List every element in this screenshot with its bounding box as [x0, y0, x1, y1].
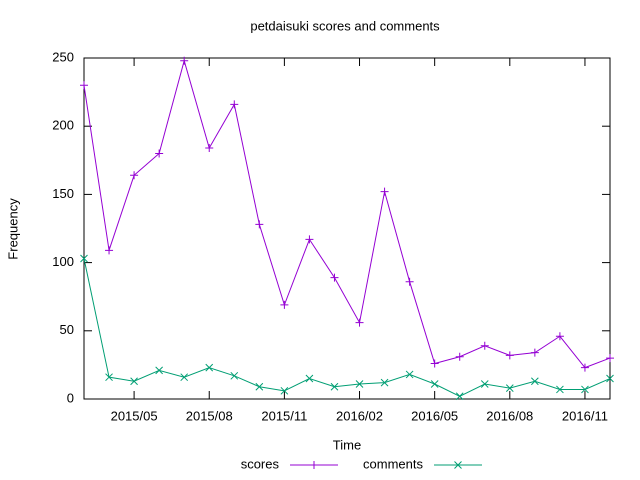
series-line [83, 58, 611, 369]
point [305, 235, 314, 244]
y-axis-label: Frequency [5, 198, 20, 260]
point [305, 374, 314, 383]
legend-marker [310, 461, 318, 469]
plot-border [83, 57, 611, 400]
point [80, 254, 88, 263]
point [105, 246, 114, 255]
x-tick-label: 2015/08 [186, 408, 233, 423]
point [155, 149, 164, 158]
point [531, 377, 539, 386]
point [230, 371, 239, 380]
point [380, 187, 389, 196]
point [330, 273, 339, 282]
point [455, 352, 464, 361]
x-tick-label: 2016/11 [562, 408, 608, 423]
point [530, 348, 539, 357]
point [581, 385, 589, 394]
point [480, 380, 489, 388]
point [130, 377, 138, 386]
point [505, 384, 514, 392]
point [380, 378, 389, 387]
x-tick-label: 2015/11 [261, 408, 307, 423]
y-tick-label: 250 [52, 49, 74, 64]
point [330, 382, 339, 391]
point [180, 56, 189, 65]
point [205, 144, 214, 153]
point [355, 318, 364, 327]
point [606, 354, 614, 363]
point [230, 100, 239, 109]
point [355, 380, 364, 388]
legend-marker [454, 461, 462, 469]
point [105, 373, 113, 382]
y-tick-label: 50 [60, 322, 74, 337]
point [155, 366, 163, 375]
point [430, 380, 439, 388]
point [480, 341, 489, 350]
point [80, 81, 88, 90]
y-tick-label: 100 [52, 254, 74, 269]
point [430, 359, 439, 368]
point [405, 277, 414, 286]
point [280, 386, 289, 395]
point [505, 351, 514, 360]
point [255, 220, 264, 229]
y-tick-label: 200 [52, 118, 74, 133]
point [255, 382, 264, 391]
legend-label: scores [241, 456, 280, 471]
series-line [83, 258, 611, 397]
point [556, 385, 564, 394]
point [280, 300, 289, 309]
x-tick-label: 2016/08 [486, 408, 533, 423]
x-axis-label: Time [333, 437, 361, 452]
point [555, 332, 564, 341]
point [405, 370, 414, 379]
legend-label: comments [363, 456, 423, 471]
point [455, 392, 464, 401]
point [205, 363, 214, 372]
point [130, 171, 139, 180]
point [180, 373, 189, 382]
chart-title: petdaisuki scores and comments [250, 18, 440, 33]
x-tick-label: 2016/05 [411, 408, 458, 423]
x-tick-label: 2015/05 [111, 408, 158, 423]
point [606, 374, 614, 383]
point [580, 363, 589, 372]
x-tick-label: 2016/02 [336, 408, 383, 423]
y-tick-label: 150 [52, 186, 74, 201]
y-tick-label: 0 [67, 390, 74, 405]
